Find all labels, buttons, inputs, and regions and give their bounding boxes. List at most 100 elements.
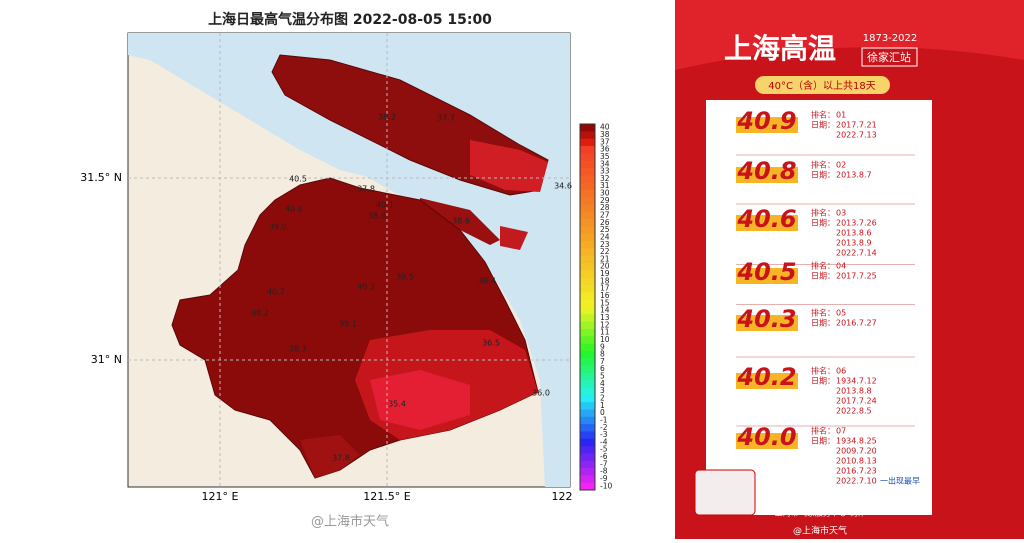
colorbar-cell [580,255,595,264]
rank-label: 排名： [811,110,835,120]
date-label: 日期： [811,219,835,228]
date-value: 1934.7.12 [836,377,877,386]
colorbar-cell [580,387,595,396]
rank-label: 排名： [811,160,835,170]
colorbar-cell [580,219,595,227]
station-value: 35.4 [388,400,406,409]
colorbar-label: 4 [600,379,605,388]
colorbar-label: 10 [600,335,610,344]
date-label: 日期： [811,437,835,446]
colorbar-cell [580,358,595,367]
colorbar-label: 16 [600,291,610,300]
colorbar-cell [580,182,595,191]
colorbar-label: 6 [600,364,605,373]
station-value: 39.0 [269,223,287,232]
colorbar-label: 15 [600,298,610,307]
colorbar-label: 9 [600,342,605,351]
colorbar-cell [580,343,595,352]
date-value: 2013.8.8 [836,387,872,396]
station-value: 40.2 [357,283,375,292]
colorbar-label: -2 [600,423,608,432]
colorbar-label: 11 [600,328,610,337]
colorbar-cell [580,160,595,169]
date-value: 2022.7.14 [836,249,877,258]
colorbar-cell [580,380,595,389]
colorbar-label: 8 [600,350,605,359]
date-value: 2022.7.10 [836,477,877,486]
station-box [861,47,918,67]
subtitle-pill [755,76,890,94]
colorbar-cell [580,365,595,374]
colorbar-cell [580,233,595,242]
colorbar-cell [580,211,595,220]
colorbar-cell [580,138,595,147]
colorbar-cell [580,438,595,447]
map-title: 上海日最高气温分布图 2022-08-05 15:00 [208,11,492,28]
colorbar-label: -8 [600,467,608,476]
colorbar-cell [580,204,595,213]
colorbar-label: -3 [600,430,608,439]
station-value: 38.4 [478,277,496,286]
poster-years: 1873-2022 [863,33,918,44]
colorbar-cell [580,285,595,293]
station-value: 40.6 [285,205,303,214]
colorbar-cell [580,328,595,337]
colorbar-label: -5 [600,445,608,454]
lon-label: 122 [552,490,573,503]
station-value: 38.2 [378,113,396,122]
colorbar-label: 32 [600,174,610,183]
colorbar-label: -1 [600,415,608,424]
rank-value: 02 [836,161,846,170]
colorbar-cell [580,416,595,425]
temp-value: 40.5 [736,258,796,286]
colorbar-label: -4 [600,437,608,446]
thermometer-icon [694,469,756,516]
colorbar-label: 17 [600,284,610,293]
colorbar-label: 20 [600,262,610,271]
colorbar-label: 36 [600,145,610,154]
colorbar-label: 2 [600,394,605,403]
earliest-note: 一出现最早 [880,476,920,486]
colorbar-label: -7 [600,459,608,468]
colorbar-label: 34 [600,159,610,168]
colorbar-label: 27 [600,211,610,220]
rank-label: 排名： [811,308,835,318]
colorbar-cell [580,372,595,381]
temp-badge [736,167,798,183]
rank-value: 07 [836,427,846,436]
date-value: 2017.7.21 [836,121,877,130]
date-label: 日期： [811,272,835,281]
colorbar-label: 35 [600,152,610,161]
station-value: 38.7 [289,345,307,354]
colorbar-label: -10 [600,481,612,490]
temp-value: 40.9 [736,107,796,135]
poster-subtitle: 40°C（含）以上共18天 [768,79,875,92]
rank-value: 01 [836,111,846,120]
colorbar-label: 21 [600,254,610,263]
colorbar: 4038373635343332313029282726252423222120… [579,123,612,491]
colorbar-label: -6 [600,452,608,461]
colorbar-cell [580,314,595,323]
temp-badge [736,433,798,449]
colorbar-label: 28 [600,203,610,212]
date-value: 2017.7.24 [836,397,877,406]
temp-value: 40.8 [736,157,796,185]
poster-title: 上海高温 [724,32,836,65]
colorbar-label: -9 [600,474,608,483]
colorbar-label: 19 [600,269,610,278]
colorbar-label: 31 [600,181,610,190]
date-value: 2009.7.20 [836,447,877,456]
station-value: 37.8 [357,185,375,194]
temp-value: 40.0 [736,423,796,451]
watermark: @上海市天气 [311,514,389,530]
rank-value: 06 [836,367,846,376]
date-value: 2016.7.23 [836,467,877,476]
station-labels: 38.2 37.740.537.840.140.639.038.634.638.6… [251,113,572,463]
colorbar-cell [580,145,595,154]
colorbar-cell [580,460,595,469]
colorbar-cell [580,248,595,257]
colorbar-cell [580,468,595,476]
colorbar-cell [580,292,595,301]
colorbar-label: 25 [600,225,610,234]
